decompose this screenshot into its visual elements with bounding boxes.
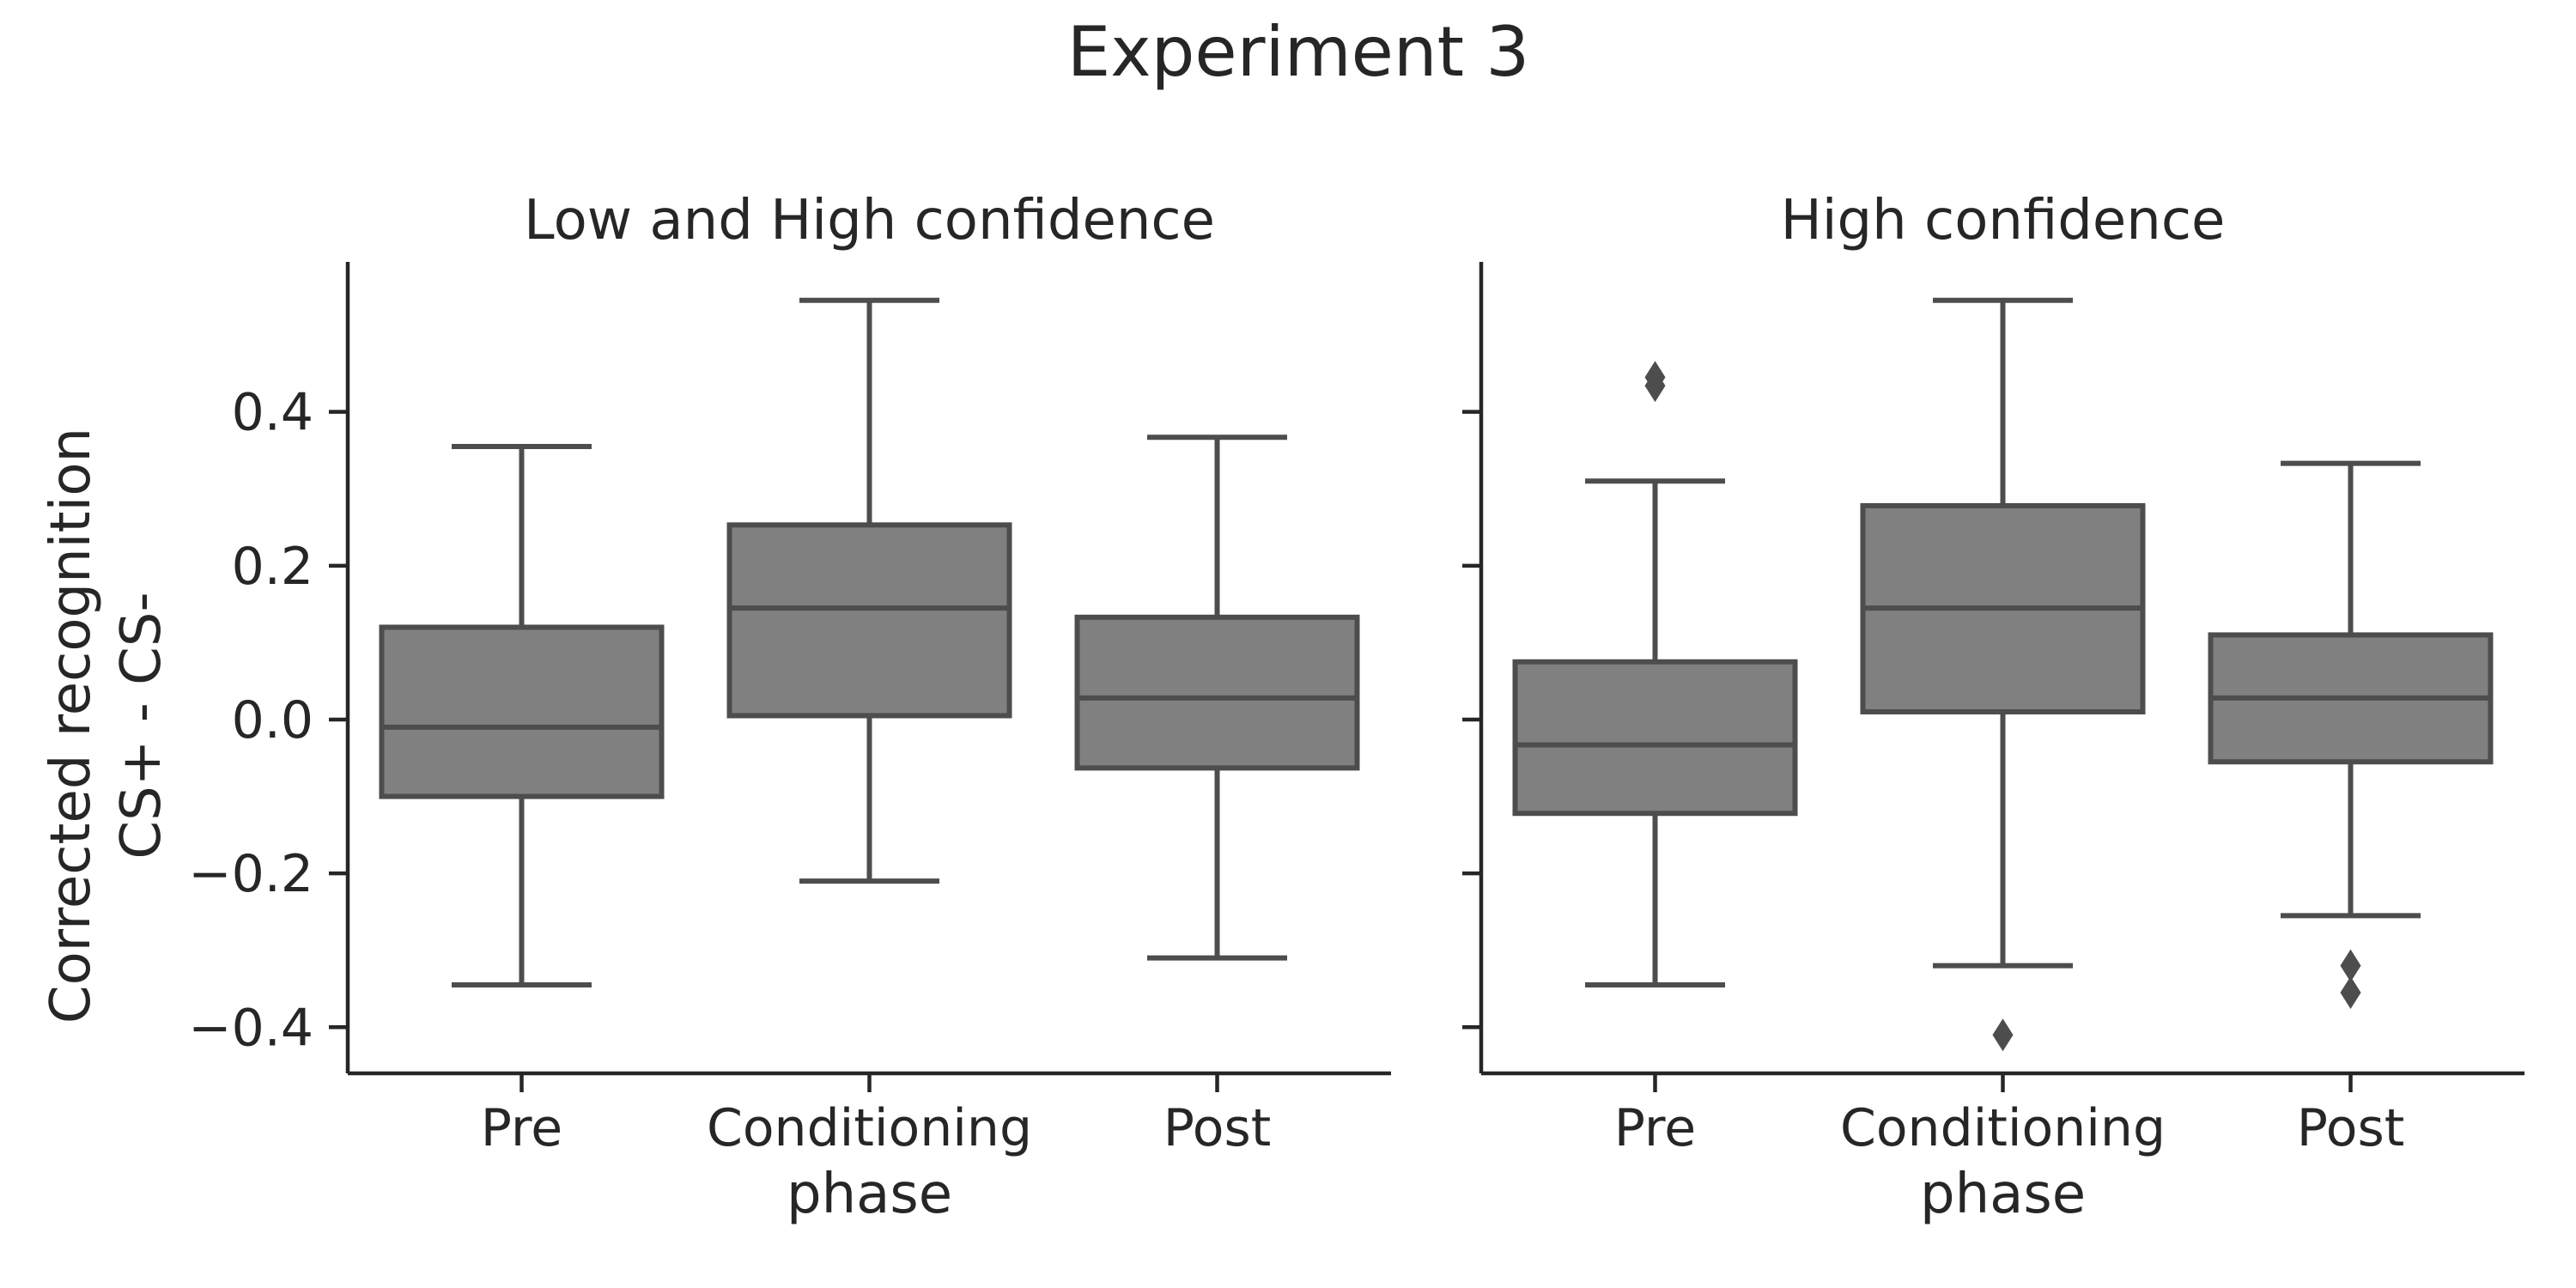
- y-axis-label-line-1: Corrected recognition: [39, 428, 103, 1024]
- y-axis-label-line-2: CS+ - CS-: [110, 592, 173, 859]
- panels: Low and High confidence −0.4 −0.2 0.0 0.2 0.4…: [188, 189, 2524, 1226]
- x-tick-label: Conditioning: [1840, 1098, 2166, 1158]
- x-tick-label: Pre: [1614, 1098, 1696, 1158]
- box-conditioning: [1860, 297, 2146, 1052]
- x-axis-label: phase: [787, 1163, 952, 1226]
- y-tick-label: 0.2: [232, 537, 313, 597]
- y-tick-label: −0.4: [188, 998, 313, 1058]
- box-pre: [1512, 361, 1798, 987]
- outlier-point: [2340, 975, 2361, 1009]
- y-tick-label: 0.4: [232, 383, 313, 443]
- box-post: [1074, 434, 1360, 961]
- x-tick-label: Post: [1163, 1098, 1272, 1158]
- box-body: [1074, 614, 1360, 771]
- x-axis-label: phase: [1920, 1163, 2086, 1226]
- box-body: [379, 624, 665, 799]
- x-tick-label: Pre: [481, 1098, 562, 1158]
- box-post: [2208, 460, 2494, 1009]
- box-body: [726, 522, 1012, 719]
- y-axis-label: Corrected recognition CS+ - CS-: [39, 428, 173, 1024]
- outlier-point: [1644, 361, 1666, 394]
- x-tick-label: Conditioning: [707, 1098, 1032, 1158]
- panel-title: Low and High confidence: [524, 189, 1215, 252]
- box-conditioning: [726, 297, 1012, 884]
- panel-1: Low and High confidence −0.4 −0.2 0.0 0.2 0.4…: [188, 189, 1391, 1226]
- figure-title: Experiment 3: [1067, 12, 1530, 92]
- y-tick-label: 0.0: [232, 690, 313, 750]
- panel-title: High confidence: [1781, 189, 2226, 252]
- box-pre: [379, 443, 665, 987]
- panel-2: High confidence Pre Conditioning Post phase: [1462, 189, 2524, 1226]
- outlier-point: [1992, 1018, 2014, 1052]
- outlier-point: [2340, 949, 2361, 982]
- x-tick-label: Post: [2297, 1098, 2405, 1158]
- box-body: [1512, 659, 1798, 817]
- y-tick-label: −0.2: [188, 844, 313, 904]
